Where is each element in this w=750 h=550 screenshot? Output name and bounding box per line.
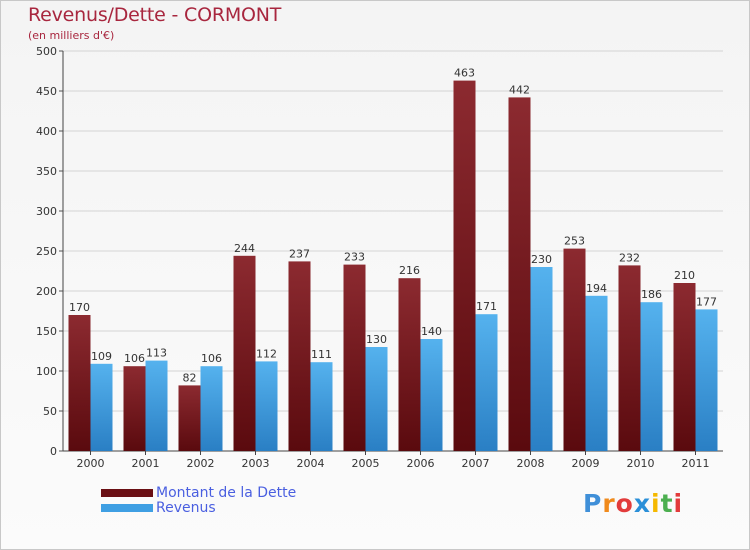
data-label-dette: 244 xyxy=(234,242,255,255)
bar-dette xyxy=(344,265,366,451)
x-tick-label: 2002 xyxy=(187,457,215,470)
x-tick-label: 2006 xyxy=(407,457,435,470)
legend-label-dette: Montant de la Dette xyxy=(156,485,296,501)
data-label-dette: 82 xyxy=(183,371,197,384)
legend-label-revenus: Revenus xyxy=(156,500,216,516)
bar-revenus xyxy=(421,339,443,451)
data-label-revenus: 186 xyxy=(641,288,662,301)
logo-letter: i xyxy=(651,489,661,518)
bar-revenus xyxy=(476,314,498,451)
x-tick-label: 2011 xyxy=(682,457,710,470)
bar-dette xyxy=(674,283,696,451)
y-tick-label: 500 xyxy=(36,45,57,58)
data-label-dette: 237 xyxy=(289,247,310,260)
x-tick-label: 2009 xyxy=(572,457,600,470)
y-tick-label: 0 xyxy=(50,445,57,458)
bar-dette xyxy=(399,278,421,451)
x-tick-label: 2004 xyxy=(297,457,325,470)
data-label-revenus: 112 xyxy=(256,347,277,360)
data-label-revenus: 171 xyxy=(476,300,497,313)
bar-dette xyxy=(619,265,641,451)
data-label-dette: 253 xyxy=(564,235,585,248)
logo-letter: r xyxy=(602,489,615,518)
bar-revenus xyxy=(641,302,663,451)
data-label-dette: 210 xyxy=(674,269,695,282)
y-tick-label: 250 xyxy=(36,245,57,258)
bar-chart: 0 50 100 150 200 250 300 350 400 450 500 2000 170 109… xyxy=(1,1,749,549)
x-tick-label: 2001 xyxy=(132,457,160,470)
legend-swatch-dette xyxy=(101,489,153,497)
data-label-dette: 216 xyxy=(399,264,420,277)
x-tick-label: 2003 xyxy=(242,457,270,470)
bar-revenus xyxy=(256,361,278,451)
logo-letter: o xyxy=(616,489,634,518)
bar-revenus xyxy=(586,296,608,451)
bar-dette xyxy=(509,97,531,451)
bar-dette xyxy=(234,256,256,451)
bar-dette xyxy=(289,261,311,451)
bar-revenus xyxy=(366,347,388,451)
data-label-dette: 463 xyxy=(454,67,475,80)
chart-frame: Revenus/Dette - CORMONT (en milliers d'€… xyxy=(0,0,750,550)
data-label-revenus: 194 xyxy=(586,282,607,295)
data-label-revenus: 130 xyxy=(366,333,387,346)
x-tick-label: 2007 xyxy=(462,457,490,470)
logo-letter: x xyxy=(634,489,651,518)
data-label-dette: 106 xyxy=(124,352,145,365)
y-tick-label: 50 xyxy=(43,405,57,418)
bar-dette xyxy=(124,366,146,451)
x-tick-label: 2010 xyxy=(627,457,655,470)
x-tick-label: 2000 xyxy=(77,457,105,470)
data-label-revenus: 230 xyxy=(531,253,552,266)
proxiti-logo: Proxiti xyxy=(583,489,683,518)
bar-revenus xyxy=(311,362,333,451)
y-tick-label: 150 xyxy=(36,325,57,338)
logo-letter: i xyxy=(674,489,684,518)
bar-dette xyxy=(179,385,201,451)
y-tick-label: 100 xyxy=(36,365,57,378)
data-label-revenus: 106 xyxy=(201,352,222,365)
y-tick-label: 400 xyxy=(36,125,57,138)
data-label-dette: 442 xyxy=(509,83,530,96)
x-tick-label: 2008 xyxy=(517,457,545,470)
y-tick-label: 350 xyxy=(36,165,57,178)
data-label-revenus: 113 xyxy=(146,347,167,360)
y-tick-label: 450 xyxy=(36,85,57,98)
bar-dette xyxy=(69,315,91,451)
data-label-dette: 233 xyxy=(344,251,365,264)
bar-dette xyxy=(564,249,586,451)
logo-letter: t xyxy=(661,489,674,518)
bar-revenus xyxy=(91,364,113,451)
data-label-revenus: 177 xyxy=(696,295,717,308)
legend-swatch-revenus xyxy=(101,504,153,512)
bar-revenus xyxy=(696,309,718,451)
bar-dette xyxy=(454,81,476,451)
bar-revenus xyxy=(531,267,553,451)
data-label-dette: 232 xyxy=(619,251,640,264)
logo-letter: P xyxy=(583,489,602,518)
x-tick-label: 2005 xyxy=(352,457,380,470)
y-tick-label: 200 xyxy=(36,285,57,298)
data-label-revenus: 109 xyxy=(91,350,112,363)
y-tick-label: 300 xyxy=(36,205,57,218)
bar-revenus xyxy=(201,366,223,451)
data-label-dette: 170 xyxy=(69,301,90,314)
bar-revenus xyxy=(146,361,168,451)
data-label-revenus: 140 xyxy=(421,325,442,338)
data-label-revenus: 111 xyxy=(311,348,332,361)
